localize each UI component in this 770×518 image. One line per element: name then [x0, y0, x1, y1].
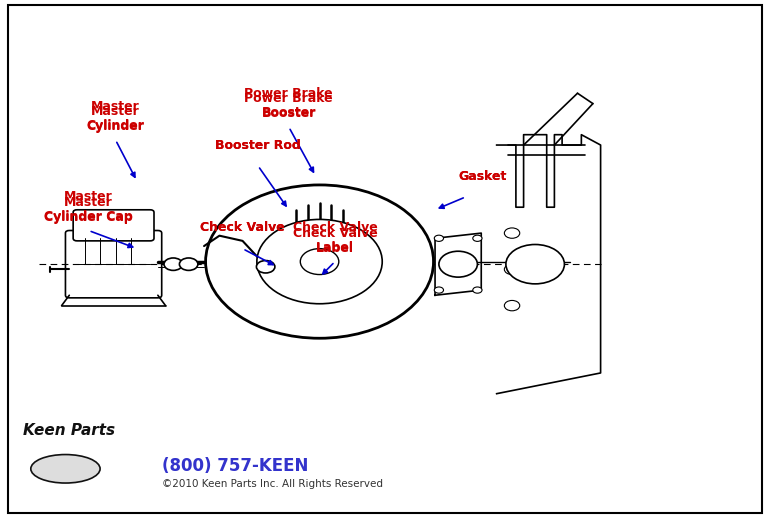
Circle shape	[439, 251, 477, 277]
Text: Label: Label	[316, 241, 354, 254]
Text: Master
Cylinder: Master Cylinder	[86, 105, 145, 133]
Text: Booster Rod: Booster Rod	[215, 138, 301, 152]
Circle shape	[257, 220, 382, 304]
Text: Keen Parts: Keen Parts	[23, 423, 115, 438]
Circle shape	[300, 249, 339, 275]
Circle shape	[504, 300, 520, 311]
Circle shape	[434, 235, 444, 241]
Text: ©2010 Keen Parts Inc. All Rights Reserved: ©2010 Keen Parts Inc. All Rights Reserve…	[162, 479, 383, 490]
Text: Booster Rod: Booster Rod	[215, 138, 301, 152]
Text: Master: Master	[91, 99, 140, 113]
Circle shape	[504, 228, 520, 238]
Text: Gasket: Gasket	[458, 169, 507, 183]
Circle shape	[473, 287, 482, 293]
Circle shape	[179, 258, 198, 270]
Polygon shape	[497, 135, 601, 394]
Text: Check Valve
Label: Check Valve Label	[293, 227, 377, 255]
Text: Check Valve: Check Valve	[293, 221, 377, 235]
Circle shape	[256, 261, 275, 273]
Text: Master
Cylinder Cap: Master Cylinder Cap	[44, 196, 133, 224]
Text: Power Brake: Power Brake	[244, 87, 333, 100]
Circle shape	[506, 244, 564, 284]
Ellipse shape	[31, 455, 100, 483]
Circle shape	[164, 258, 182, 270]
Text: Booster: Booster	[262, 106, 316, 120]
Text: Cylinder: Cylinder	[86, 119, 145, 133]
Circle shape	[473, 235, 482, 241]
Text: (800) 757-KEEN: (800) 757-KEEN	[162, 457, 308, 475]
Circle shape	[504, 264, 520, 275]
Text: Check Valve: Check Valve	[200, 221, 285, 235]
Circle shape	[547, 264, 562, 275]
Text: Cylinder Cap: Cylinder Cap	[44, 210, 133, 223]
Circle shape	[434, 287, 444, 293]
Circle shape	[206, 185, 434, 338]
FancyBboxPatch shape	[73, 210, 154, 241]
FancyBboxPatch shape	[65, 231, 162, 298]
Text: Gasket: Gasket	[458, 169, 507, 183]
Text: Check Valve: Check Valve	[200, 221, 285, 235]
Text: Master: Master	[64, 190, 113, 204]
Text: Power Brake
Booster: Power Brake Booster	[244, 92, 333, 120]
